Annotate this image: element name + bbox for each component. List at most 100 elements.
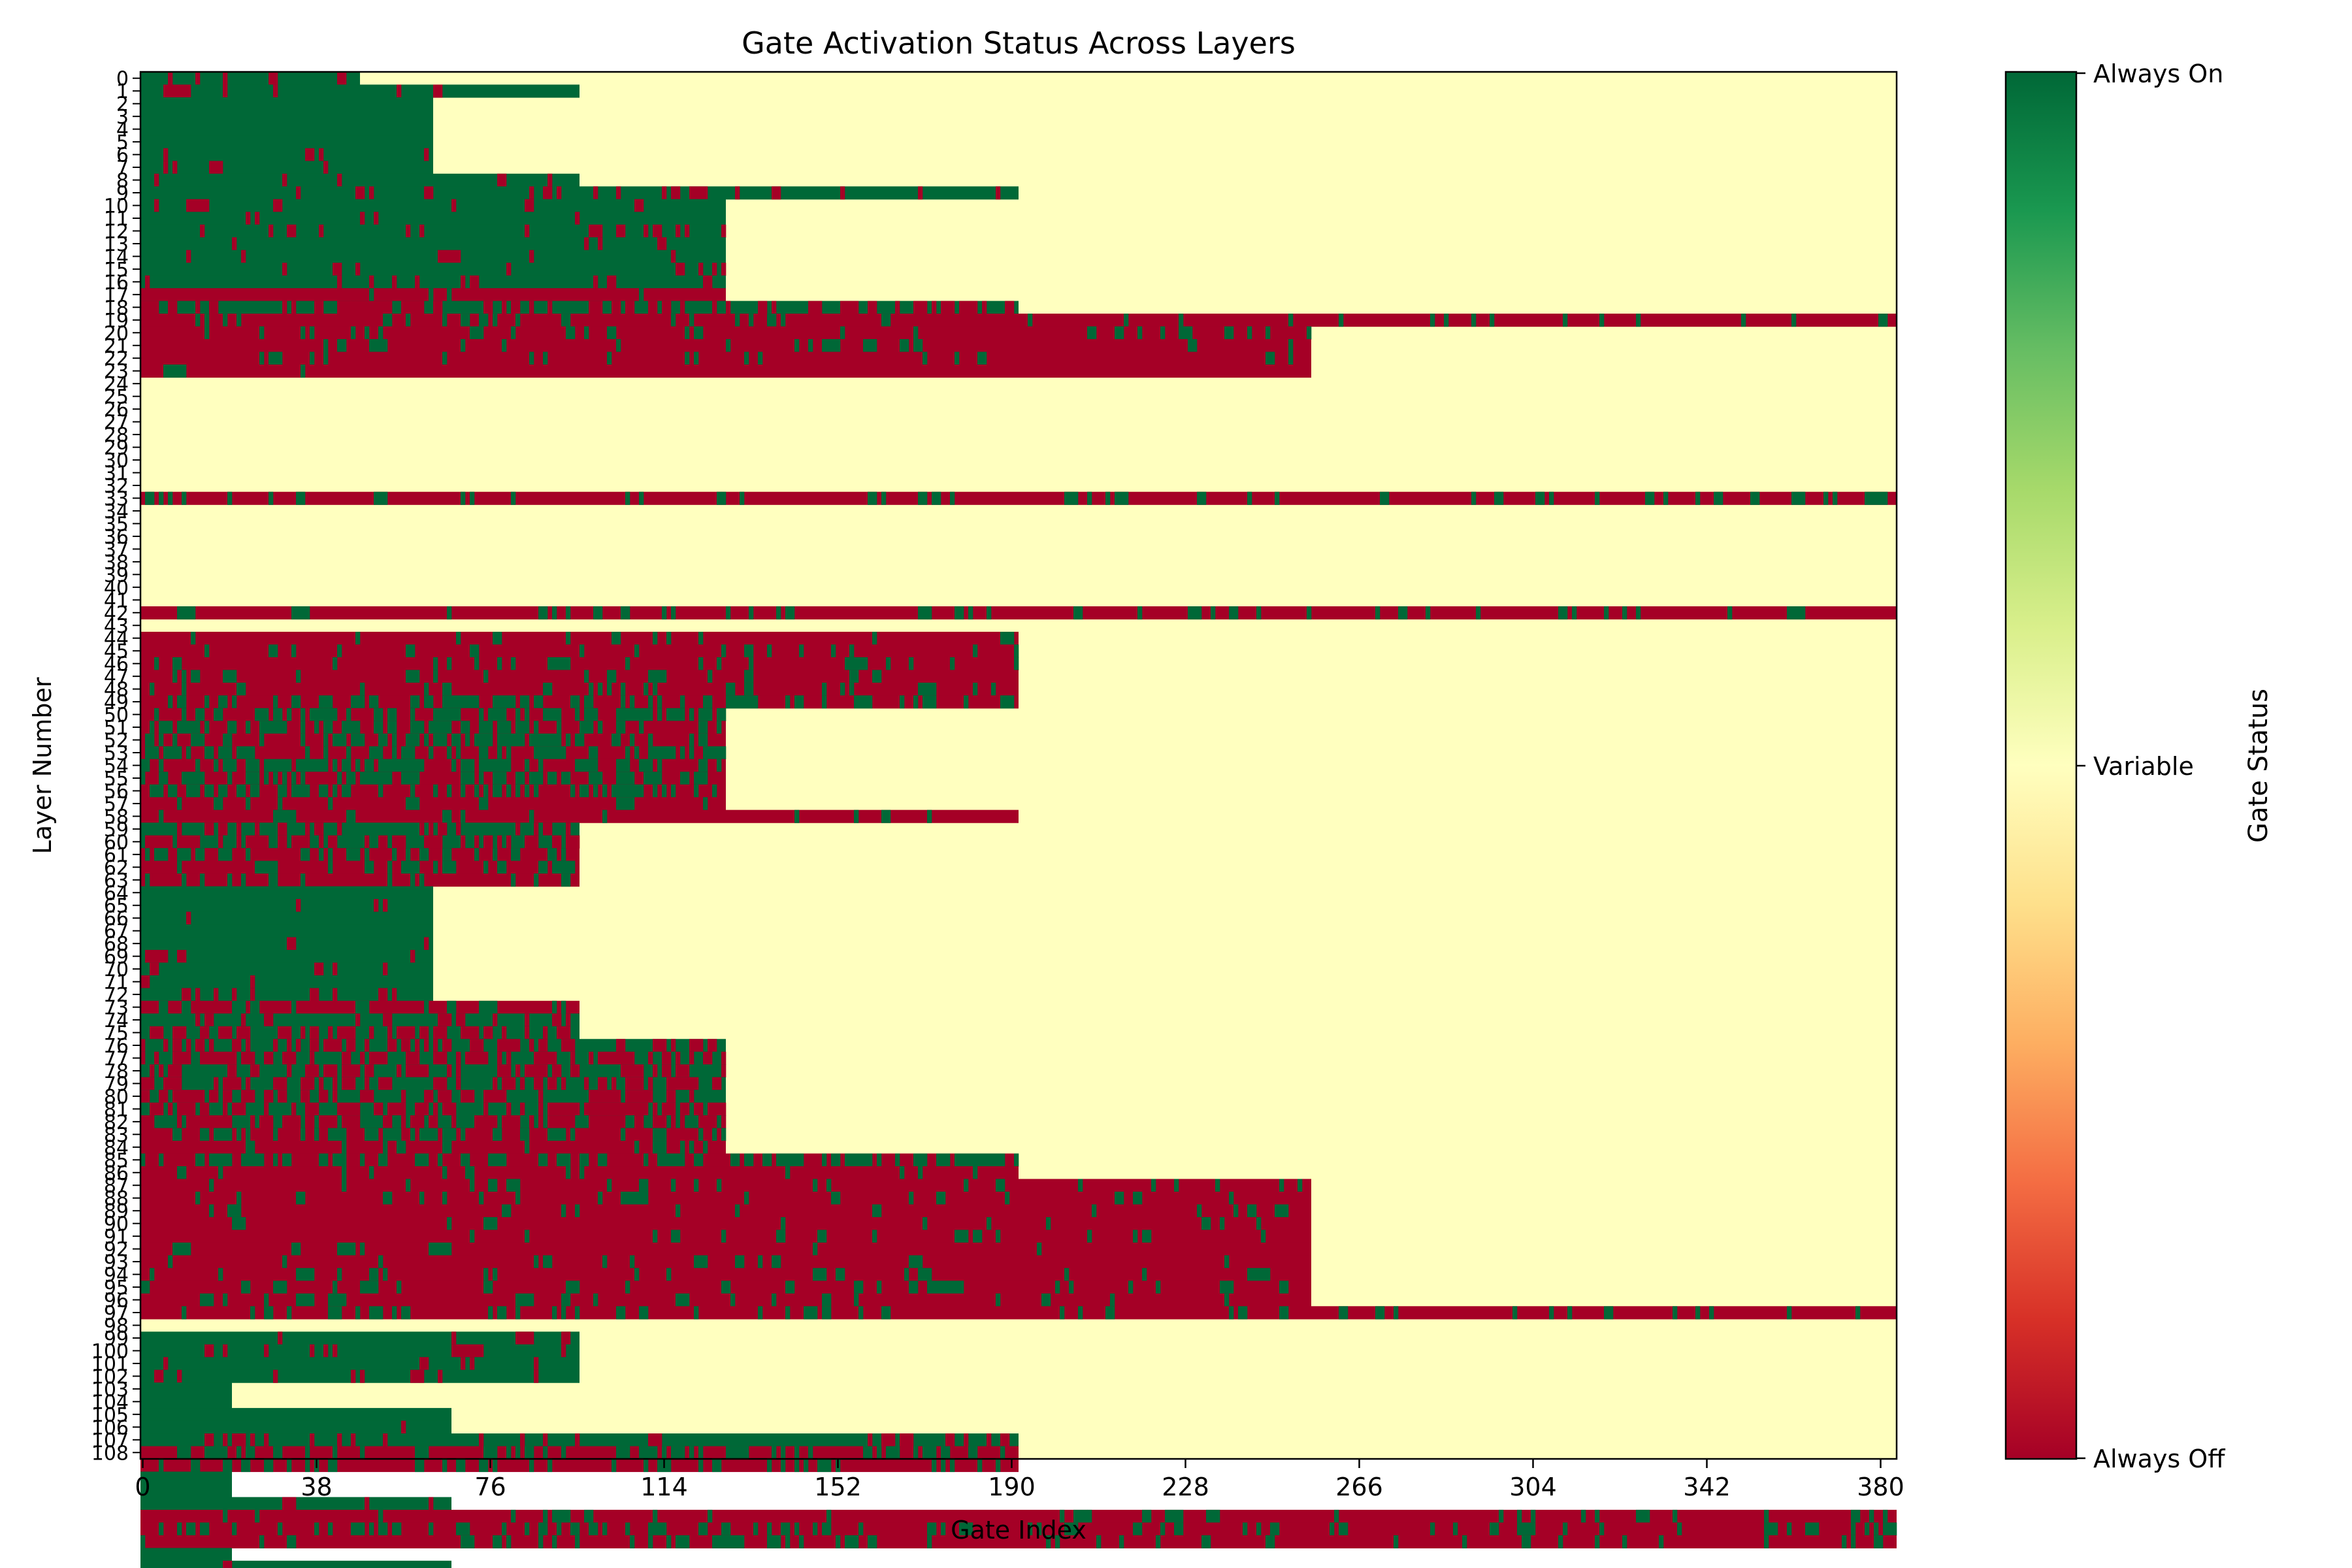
heatmap-cell: [479, 772, 484, 785]
heatmap-cell: [1842, 1535, 1847, 1548]
heatmap-cell: [598, 1191, 603, 1205]
heatmap-row-42: [140, 606, 1897, 620]
heatmap-cell: [291, 644, 297, 658]
heatmap-cell: [378, 1077, 388, 1090]
heatmap-cell: [204, 1102, 210, 1116]
heatmap-cell: [319, 224, 324, 238]
heatmap-cell: [168, 746, 173, 760]
heatmap-cell: [996, 1459, 1001, 1473]
heatmap-cell: [287, 1153, 292, 1167]
heatmap-cell: [525, 835, 530, 849]
heatmap-cell: [177, 84, 191, 98]
heatmap-cell: [465, 1090, 470, 1103]
heatmap-cell: [511, 326, 516, 340]
heatmap-cell: [506, 746, 512, 760]
heatmap-cell: [154, 848, 169, 862]
heatmap-cell: [1288, 314, 1294, 327]
heatmap-cell: [712, 1128, 717, 1141]
heatmap-cell: [657, 1522, 667, 1536]
heatmap-cell: [424, 1064, 429, 1078]
heatmap-cell: [195, 848, 205, 862]
y-tick-label: 63: [104, 870, 129, 892]
heatmap-cell: [634, 1267, 640, 1281]
heatmap-cell: [721, 1281, 727, 1294]
heatmap-cell: [566, 1281, 571, 1294]
heatmap-cell: [456, 1013, 466, 1027]
heatmap-cell: [767, 1153, 772, 1167]
colorbar: Always On Variable Always Off Gate Statu…: [2004, 59, 2274, 1473]
heatmap-cell: [301, 708, 306, 721]
heatmap-cell: [387, 1026, 393, 1039]
heatmap-cell: [182, 491, 187, 505]
heatmap-cell: [799, 1535, 804, 1548]
heatmap-cell: [694, 1153, 699, 1167]
heatmap-cell: [282, 772, 287, 785]
heatmap-cell: [346, 1051, 351, 1065]
heatmap-cell: [1727, 606, 1733, 620]
heatmap-cell: [401, 1090, 406, 1103]
heatmap-cell: [1174, 1179, 1179, 1192]
heatmap-cell: [909, 1255, 919, 1269]
y-tick-label: 16: [104, 271, 129, 294]
heatmap-cell: [703, 733, 708, 747]
heatmap-cell: [328, 848, 333, 862]
heatmap-cell: [671, 1230, 681, 1243]
heatmap-cell: [968, 1446, 973, 1460]
heatmap-cell: [1787, 606, 1801, 620]
heatmap-cell: [1883, 1522, 1897, 1536]
heatmap-cell: [561, 746, 566, 760]
heatmap-cell: [1151, 1179, 1156, 1192]
heatmap-cell: [392, 1102, 406, 1116]
heatmap-cell: [950, 491, 955, 505]
heatmap-cell: [305, 606, 310, 620]
heatmap-cell: [438, 823, 443, 836]
heatmap-cell: [410, 733, 420, 747]
heatmap-cell: [698, 721, 704, 734]
heatmap-cell: [621, 759, 630, 772]
heatmap-cell: [694, 1306, 699, 1320]
heatmap-cell: [1375, 1306, 1385, 1320]
heatmap-row-71: [140, 975, 433, 988]
heatmap-cell: [589, 746, 594, 760]
heatmap-cell: [529, 301, 534, 314]
heatmap-cell: [461, 339, 466, 353]
heatmap-cell: [419, 823, 425, 836]
y-tick-label: 74: [104, 1009, 129, 1032]
heatmap-row-105: [140, 1408, 451, 1422]
heatmap-cell: [461, 835, 466, 849]
heatmap-cell: [250, 1000, 260, 1014]
heatmap-cell: [589, 301, 603, 314]
heatmap-cell: [150, 1267, 155, 1281]
x-tick-label: 76: [474, 1473, 506, 1501]
heatmap-cell: [406, 733, 411, 747]
heatmap-cell: [561, 1102, 571, 1116]
heatmap-cell: [497, 1128, 502, 1141]
heatmap-cell: [735, 1255, 745, 1269]
heatmap-cell: [232, 695, 237, 709]
heatmap-cell: [680, 695, 685, 709]
heatmap-cell: [822, 1306, 827, 1320]
heatmap-cell: [1247, 491, 1252, 505]
heatmap-cell: [337, 644, 342, 658]
heatmap-cell: [744, 682, 754, 696]
heatmap-cell: [172, 670, 178, 683]
heatmap-cell: [566, 860, 576, 874]
heatmap-cell: [204, 746, 214, 760]
heatmap-cell: [493, 695, 498, 709]
heatmap-cell: [580, 644, 585, 658]
heatmap-cell: [1563, 1522, 1568, 1536]
heatmap-cell: [538, 772, 544, 785]
y-tick-label: 66: [104, 907, 129, 930]
heatmap-cell: [383, 1267, 388, 1281]
heatmap-cell: [676, 224, 681, 238]
heatmap-cell: [369, 1090, 374, 1103]
heatmap-cell: [474, 784, 480, 798]
y-tick-label: 52: [104, 730, 129, 753]
heatmap-cell: [676, 1535, 681, 1548]
heatmap-cell: [360, 1090, 370, 1103]
heatmap-cell: [703, 721, 708, 734]
heatmap-cell: [561, 1446, 566, 1460]
heatmap-cell: [671, 250, 676, 263]
heatmap-cell: [813, 1179, 818, 1192]
heatmap-cell: [680, 1141, 685, 1154]
